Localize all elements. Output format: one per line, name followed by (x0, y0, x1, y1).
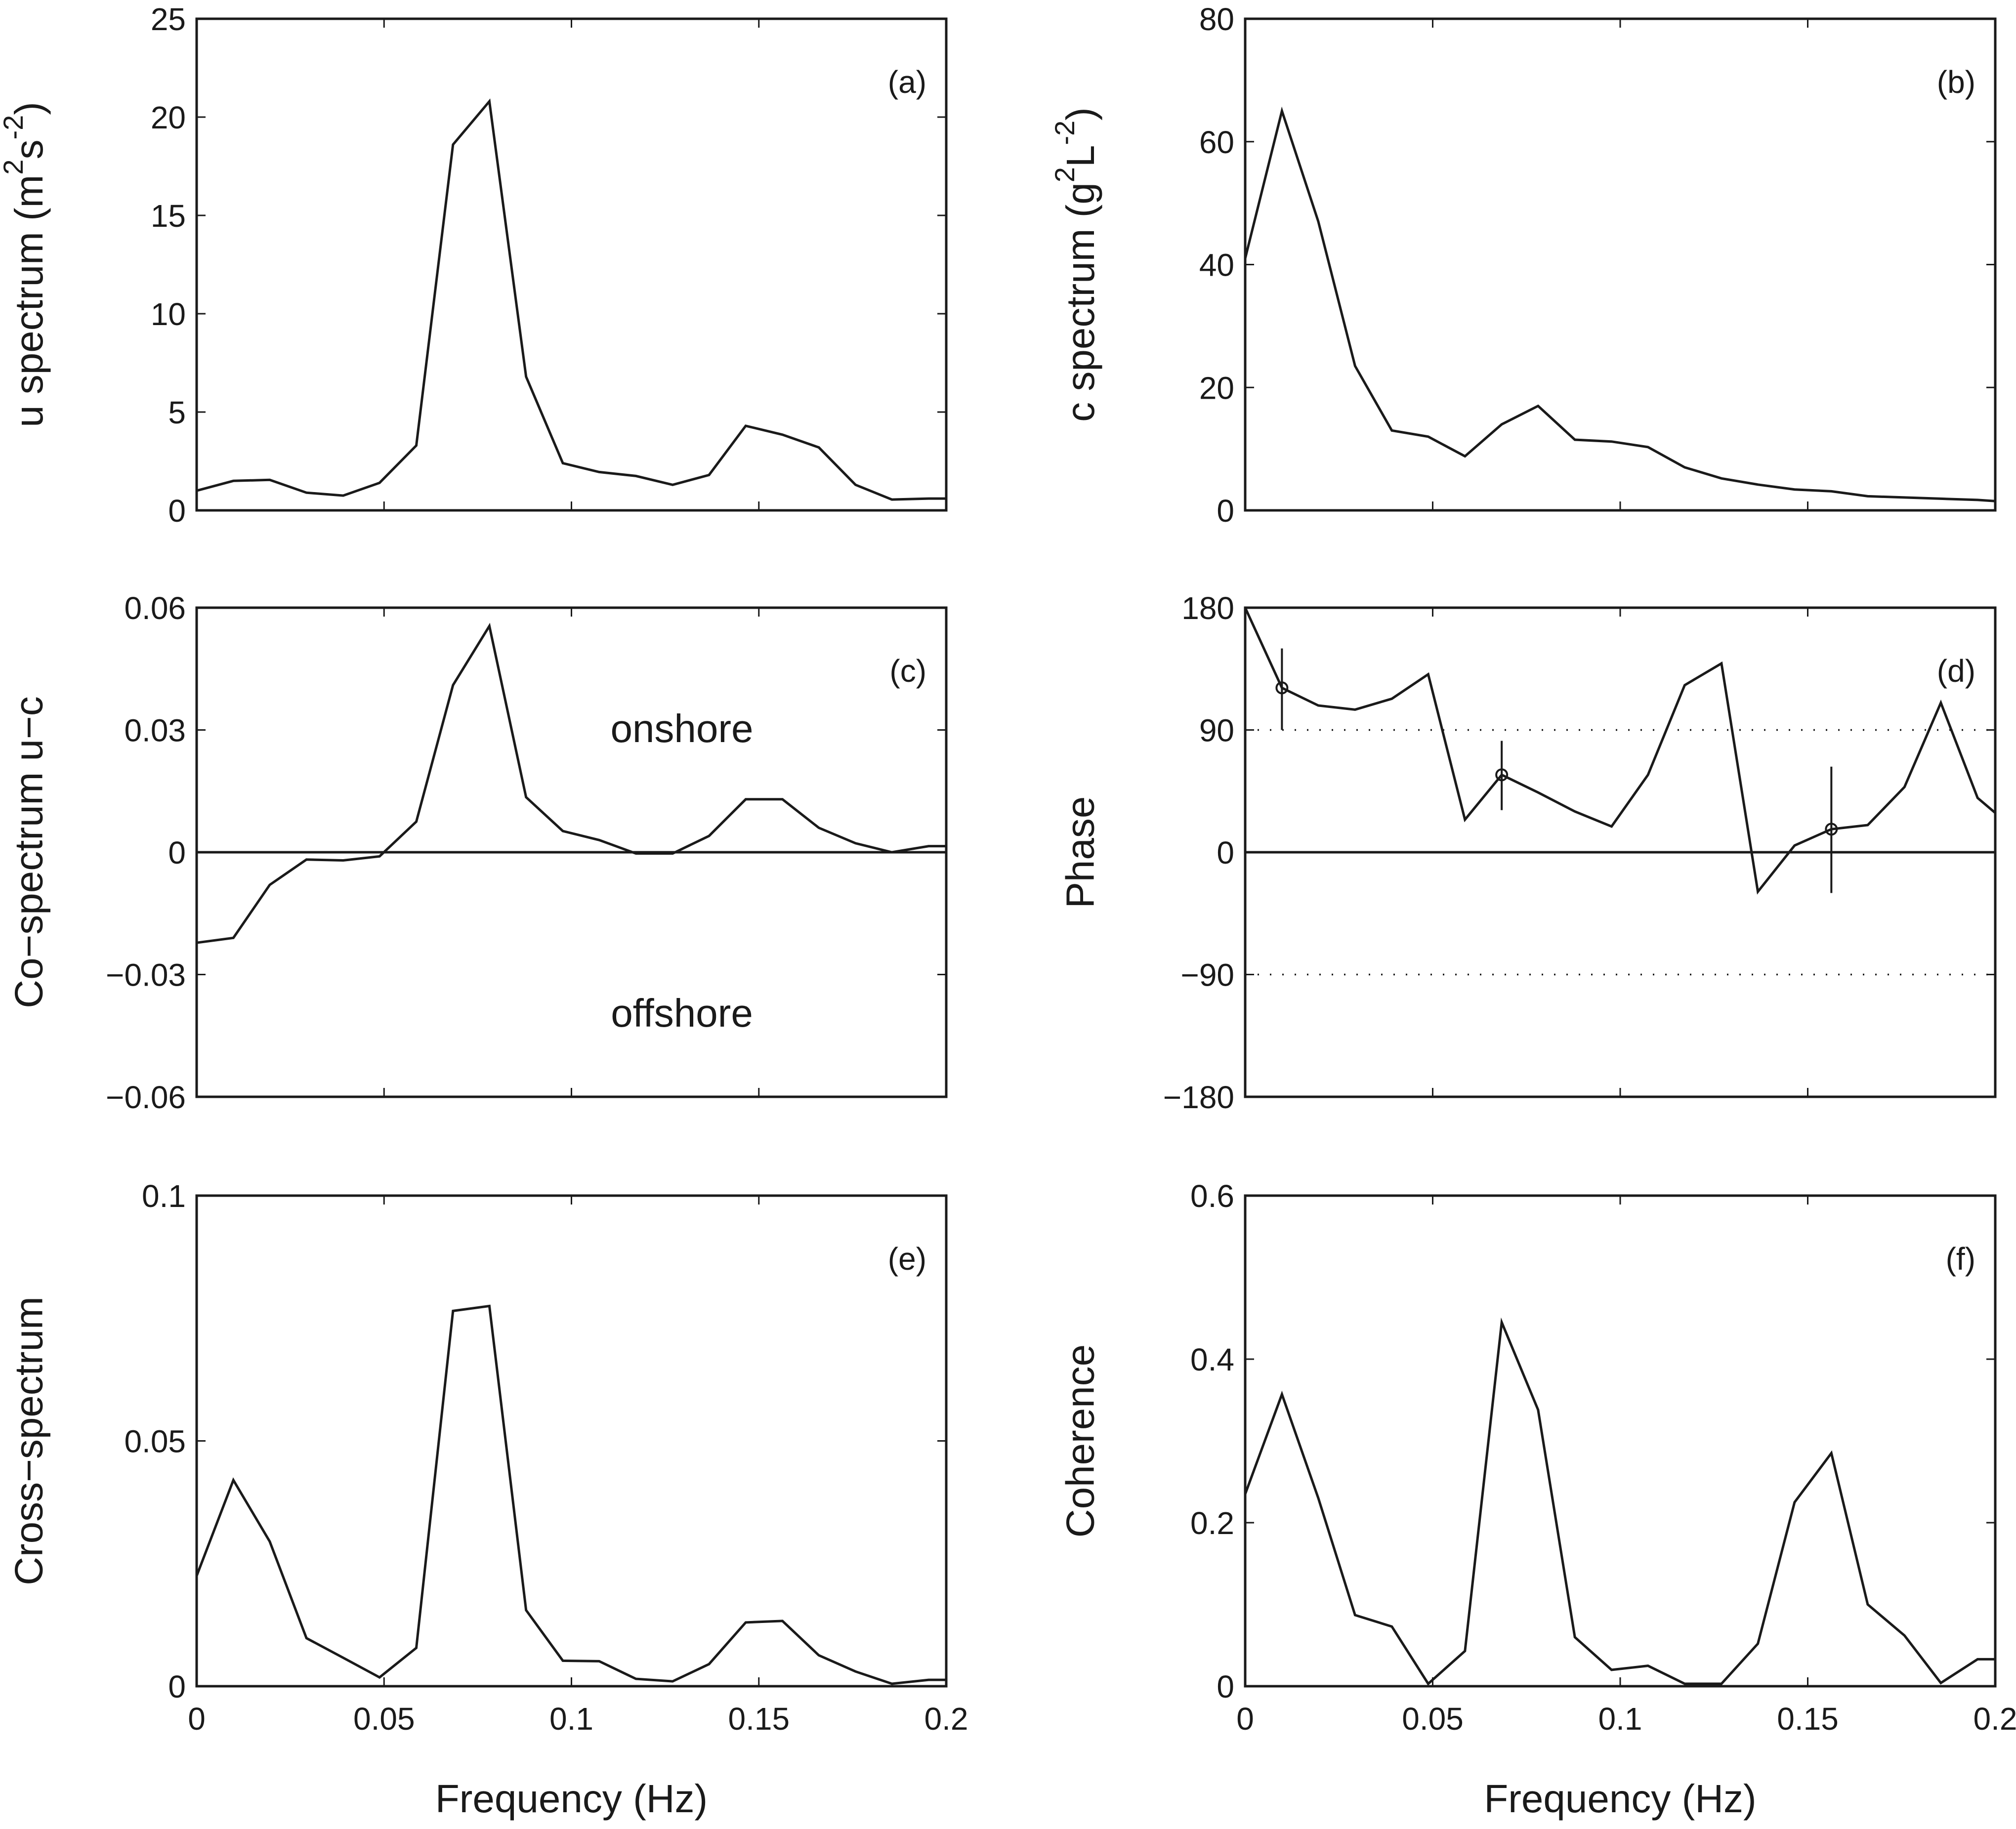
panel-a: 0 5 10 15 20 25 (a) u spectrum (m2s-2) (0, 1, 948, 529)
y-tick-label: −0.06 (106, 1080, 186, 1115)
panel-c: −0.06 −0.03 0 0.03 0.06 (c) Co−spectrum u−c ons… (7, 590, 948, 1115)
y-tick-label: 0.06 (124, 590, 186, 626)
y-tick-label: 25 (151, 1, 186, 37)
axes-frame (1244, 606, 1997, 1098)
y-axis-title-part: u spectrum (m (7, 175, 51, 427)
panel-label: (c) (889, 653, 926, 689)
y-tick-label: 0.05 (124, 1424, 186, 1459)
panel-label: (e) (888, 1241, 926, 1277)
x-tick-label: 0.1 (549, 1701, 593, 1737)
y-tick-label: −90 (1180, 957, 1234, 993)
axes-frame (1244, 1194, 1997, 1688)
y-axis-title-part: L (1058, 145, 1102, 167)
y-axis-title-part: ) (7, 102, 51, 115)
y-axis-title: c spectrum (g2L-2) (1049, 107, 1102, 422)
y-tick-label: 0.03 (124, 713, 186, 748)
y-tick-label: 40 (1199, 248, 1234, 283)
y-axis-title-superscript: -2 (0, 115, 29, 140)
y-tick-label: 10 (151, 296, 186, 332)
y-axis-title: Cross−spectrum (7, 1296, 51, 1585)
panel-d: −180 −90 0 90 180 (d) Phase (1058, 590, 1997, 1115)
y-axis-title: u spectrum (m2s-2) (0, 102, 51, 427)
y-tick-label: 0 (168, 835, 186, 871)
x-axis-title: Frequency (Hz) (435, 1777, 708, 1821)
annotation-onshore: onshore (610, 707, 753, 750)
x-tick-label: 0.15 (1777, 1701, 1839, 1737)
y-tick-label: 15 (151, 198, 186, 234)
series-line (1244, 106, 1996, 502)
y-tick-label: −180 (1163, 1080, 1234, 1115)
y-axis-title-part: ) (1058, 107, 1102, 121)
y-axis-title-superscript: 2 (0, 160, 29, 175)
y-tick-label: 0.2 (1190, 1505, 1234, 1541)
y-tick-label: 0 (168, 1669, 186, 1704)
series-line (1244, 607, 1996, 895)
y-axis-title: Co−spectrum u−c (7, 696, 51, 1008)
error-bar-marker (1495, 768, 1509, 782)
x-tick-label: 0.15 (728, 1701, 790, 1737)
y-tick-label: 0 (1217, 493, 1234, 529)
y-tick-label: 90 (1199, 713, 1234, 748)
x-tick-label: 0 (188, 1701, 206, 1737)
y-tick-label: 20 (151, 100, 186, 135)
y-axis-title-part: s (7, 140, 51, 160)
series-line (196, 623, 946, 944)
y-axis-title-superscript: -2 (1049, 121, 1080, 145)
x-axis-title: Frequency (Hz) (1484, 1777, 1756, 1821)
y-tick-label: 0 (1217, 1669, 1234, 1704)
panel-label: (f) (1946, 1241, 1975, 1277)
y-tick-label: 20 (1199, 370, 1234, 406)
series-line (196, 98, 946, 501)
panel-label: (a) (888, 64, 926, 100)
axes-frame (195, 1194, 948, 1688)
axes-frame (195, 17, 948, 512)
y-tick-label: 180 (1181, 590, 1234, 626)
y-axis-title-part: c spectrum (g (1058, 182, 1102, 422)
error-bar-marker (1275, 681, 1289, 695)
panel-e: 0 0.05 0.1 0.15 0.2 0 0.05 0.1 (e) Cross−spectrum… (7, 1178, 968, 1821)
axes-frame (1244, 17, 1997, 512)
panel-f: 0 0.05 0.1 0.15 0.2 0 0.2 0.4 0.6 (f) Coherence Fre… (1058, 1178, 2016, 1821)
y-axis-title: Phase (1058, 796, 1102, 909)
x-tick-label: 0 (1236, 1701, 1254, 1737)
panel-label: (d) (1937, 653, 1975, 689)
y-tick-label: 0.6 (1190, 1178, 1234, 1214)
y-tick-label: 80 (1199, 1, 1234, 37)
series-line (195, 1304, 946, 1685)
y-tick-label: 0 (168, 493, 186, 529)
y-tick-label: 0.4 (1190, 1342, 1234, 1377)
y-axis-title: Coherence (1058, 1344, 1102, 1538)
x-tick-label: 0.05 (1402, 1701, 1464, 1737)
y-tick-label: 0 (1217, 835, 1234, 871)
y-tick-label: 5 (168, 395, 186, 430)
x-tick-label: 0.2 (1974, 1701, 2016, 1737)
panel-b: 0 20 40 60 80 (b) c spectrum (g2L-2) (1049, 1, 1997, 529)
axes-frame (195, 606, 948, 1098)
y-tick-label: 0.1 (142, 1178, 186, 1214)
error-bar-marker (1825, 823, 1838, 836)
x-tick-label: 0.05 (353, 1701, 415, 1737)
annotation-offshore: offshore (611, 991, 753, 1035)
x-tick-label: 0.1 (1598, 1701, 1642, 1737)
y-tick-label: −0.03 (106, 957, 186, 993)
series-line (1244, 1317, 1995, 1686)
panel-label: (b) (1937, 64, 1975, 100)
y-axis-title-superscript: 2 (1049, 167, 1080, 182)
x-tick-label: 0.2 (924, 1701, 968, 1737)
y-tick-label: 60 (1199, 125, 1234, 160)
